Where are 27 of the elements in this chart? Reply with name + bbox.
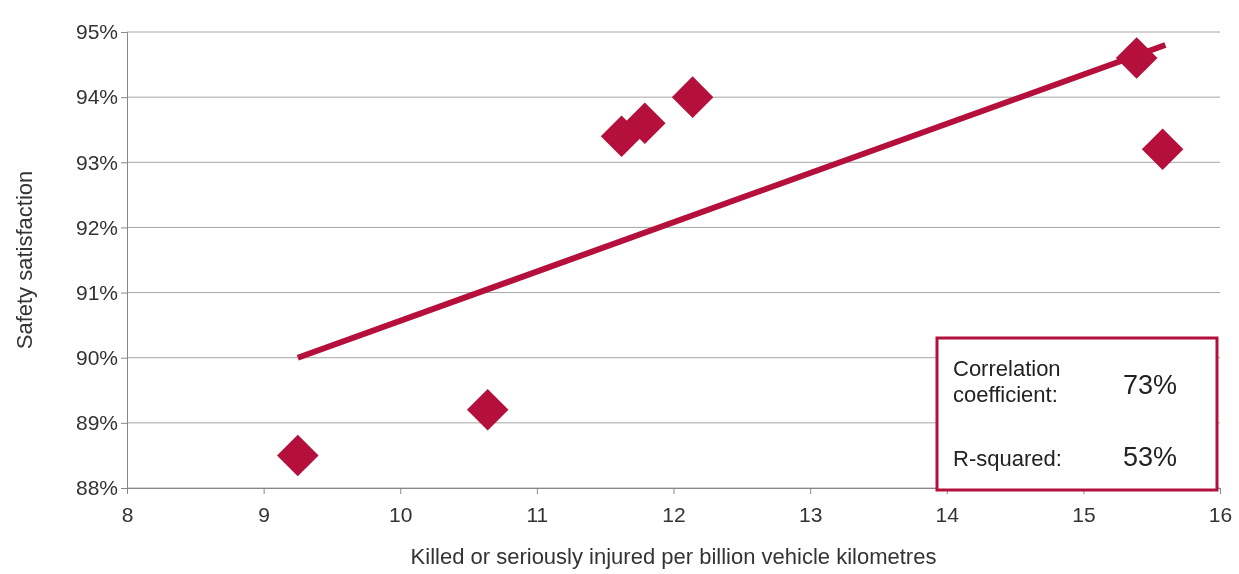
point <box>466 389 509 431</box>
point <box>671 76 714 118</box>
x-tick-label: 9 <box>258 503 270 527</box>
x-tick-label: 16 <box>1208 503 1233 527</box>
x-tick-label: 15 <box>1072 503 1096 527</box>
y-tick-label: 88% <box>75 476 118 500</box>
text: Correlation coefficient: 73% <box>953 356 1178 408</box>
x-tick-label: 13 <box>798 503 823 527</box>
y-axis-title: Safety satisfaction <box>12 170 37 350</box>
x-tick-label: 8 <box>121 503 134 527</box>
x-tick-label: 14 <box>935 503 960 527</box>
y-tick-label: 89% <box>75 411 118 435</box>
y-tick-label: 93% <box>75 150 118 174</box>
y-tick-label: 94% <box>75 85 118 109</box>
x-tick-label: 12 <box>662 503 686 527</box>
y-tick-label: 95% <box>75 20 118 44</box>
y-tick-label: 90% <box>75 345 118 369</box>
point <box>624 102 666 144</box>
x-tick-label: 10 <box>389 503 413 527</box>
x-axis-title: Killed or seriously injured per billion vehicle kilometres <box>410 544 937 569</box>
text: R-squared: 53% <box>953 442 1178 472</box>
point <box>277 434 319 477</box>
point <box>1141 128 1184 171</box>
x-tick-label: 11 <box>526 503 549 527</box>
y-tick-label: 91% <box>75 280 118 304</box>
y-tick-label: 92% <box>75 215 118 239</box>
point <box>1115 37 1158 79</box>
